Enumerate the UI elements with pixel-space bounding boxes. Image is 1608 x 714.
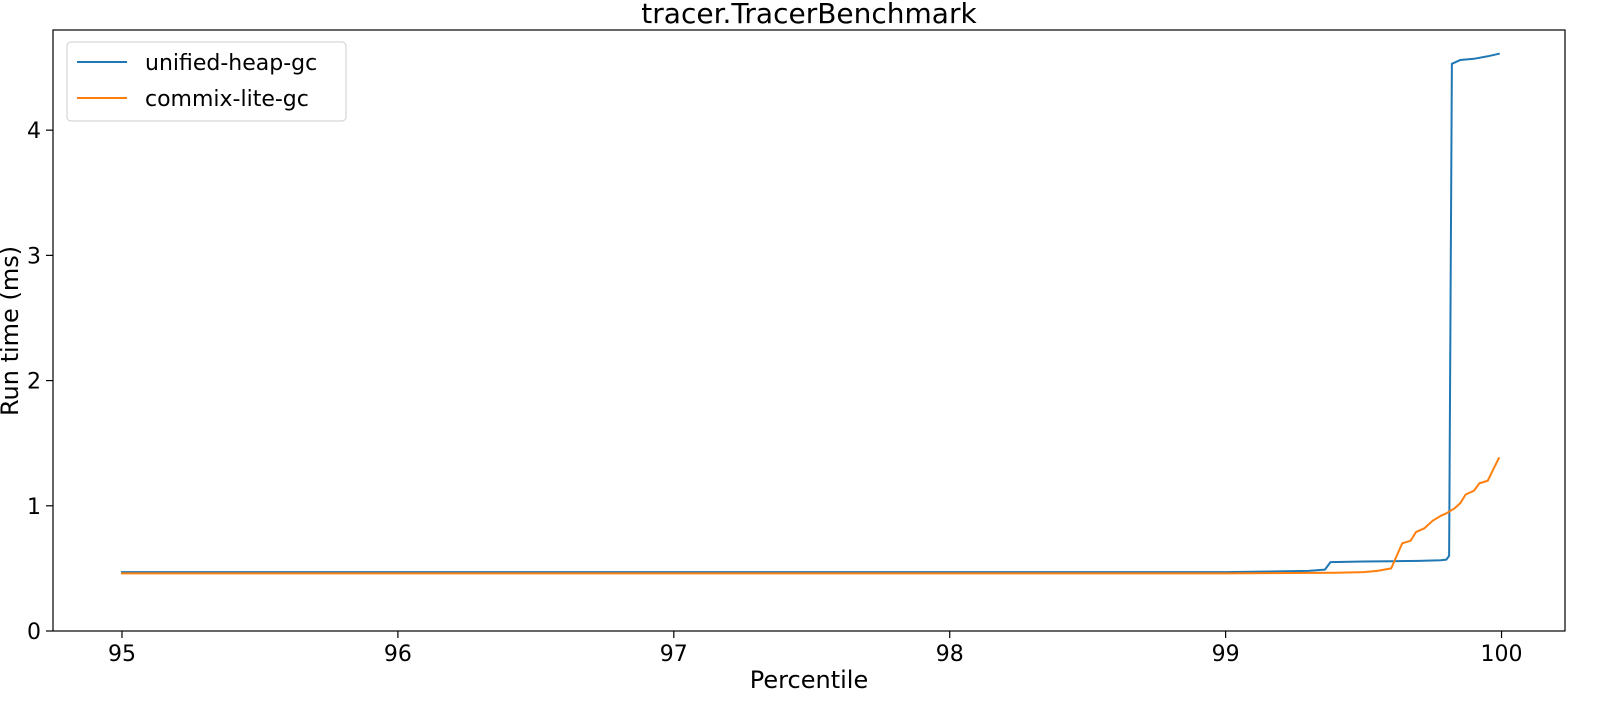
- legend-label-unified-heap-gc: unified-heap-gc: [145, 51, 317, 76]
- y-tick-label: 1: [27, 495, 41, 520]
- y-tick-label: 0: [27, 620, 41, 645]
- y-axis: 0 1 2 3 4: [27, 119, 53, 645]
- x-tick-label: 100: [1481, 642, 1523, 667]
- legend: unified-heap-gc commix-lite-gc: [66, 41, 347, 122]
- x-axis: 95 96 97 98 99 100: [108, 631, 1523, 667]
- plot-content: [120, 52, 1501, 575]
- x-tick-label: 99: [1212, 642, 1240, 667]
- x-tick-label: 98: [936, 642, 964, 667]
- y-tick-label: 4: [27, 119, 41, 144]
- x-axis-label: Percentile: [750, 666, 868, 694]
- x-tick-label: 95: [108, 642, 136, 667]
- series-line-commix-lite-gc: [120, 456, 1501, 575]
- y-axis-label: Run time (ms): [0, 246, 24, 416]
- plot-frame: [52, 29, 1566, 632]
- x-tick-label: 96: [384, 642, 412, 667]
- legend-box: [66, 41, 347, 122]
- series-line-unified-heap-gc: [120, 52, 1500, 574]
- x-tick-label: 97: [660, 642, 688, 667]
- y-tick-label: 3: [27, 244, 41, 269]
- y-tick-label: 2: [27, 370, 41, 395]
- chart-title: tracer.TracerBenchmark: [641, 0, 977, 30]
- legend-label-commix-lite-gc: commix-lite-gc: [145, 87, 309, 112]
